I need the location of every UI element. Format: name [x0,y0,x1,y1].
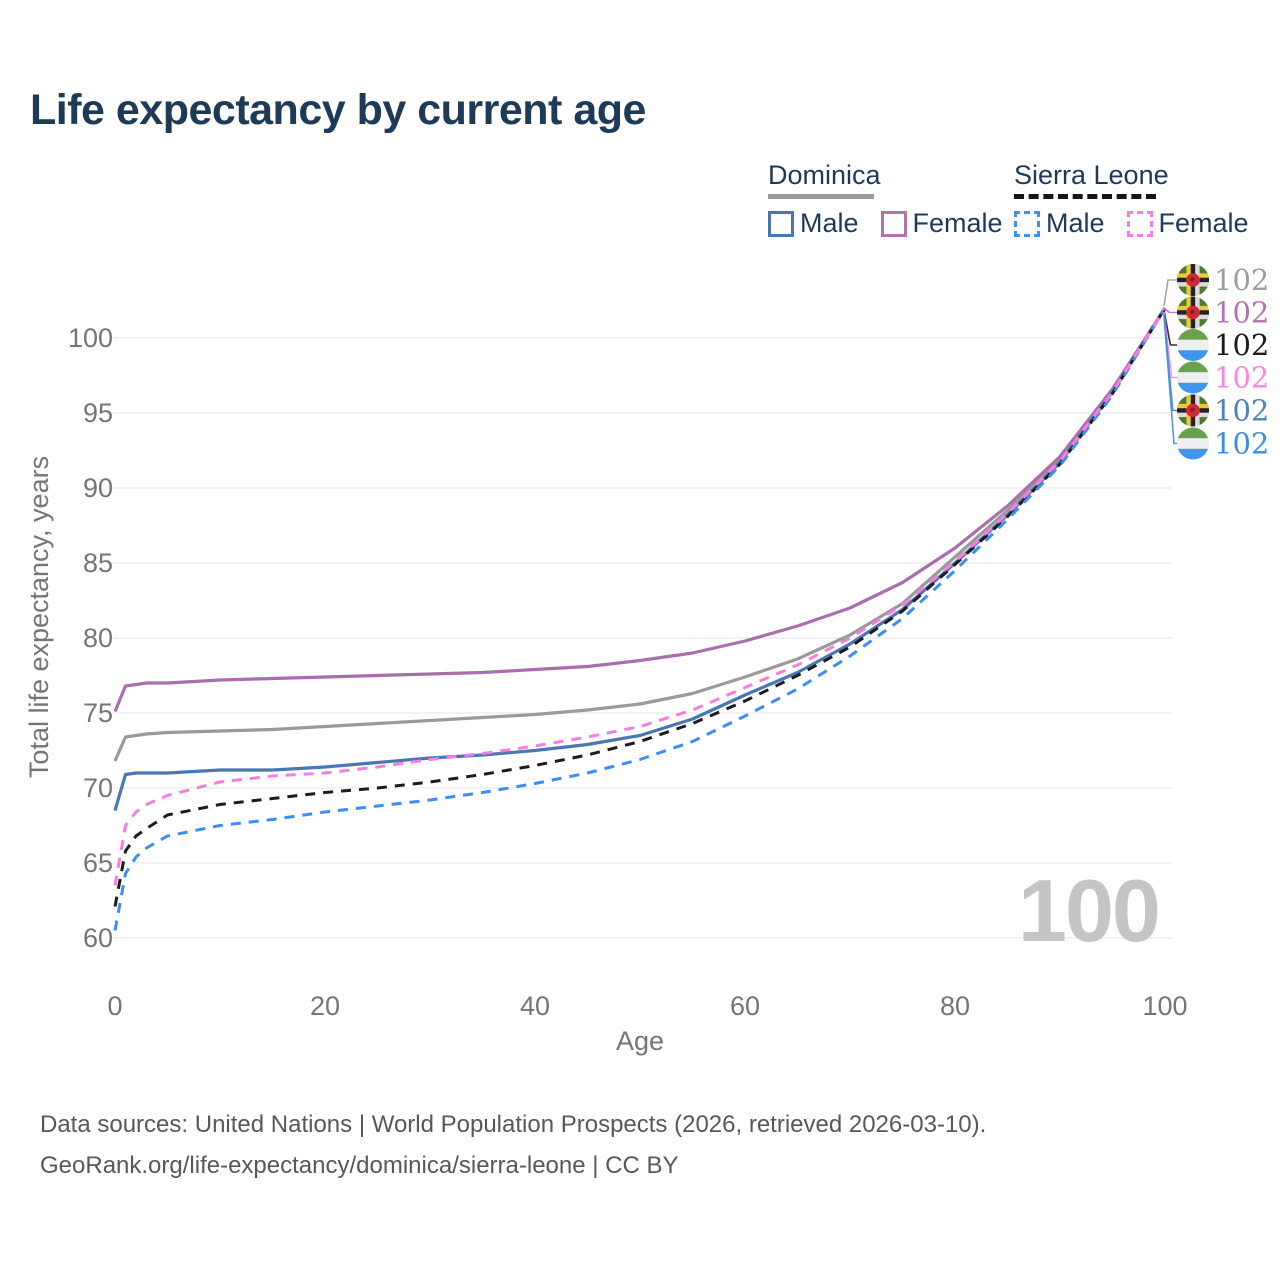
legend-label-sierra-leone-male: Male [1046,208,1105,238]
y-tick-label: 75 [83,698,113,728]
legend-swatch-dominica-male[interactable] [768,210,794,237]
legend-label-dominica-male: Male [800,208,859,238]
legend-label-sierra-leone-female: Female [1158,208,1249,238]
x-axis-title: Age [616,1026,664,1056]
legend-line-sample-dominica [768,194,874,199]
x-tick-label: 60 [730,991,760,1021]
y-tick-label: 95 [83,398,113,428]
legend-group-sierra-leone: Sierra Leone Male Female [1014,160,1271,239]
flag-icon-dominica[interactable] [1177,264,1209,296]
y-tick-label: 85 [83,548,113,578]
callout-value-label[interactable]: 102 [1214,394,1269,428]
callout-value-label[interactable]: 102 [1214,296,1269,330]
x-axis-tick-labels: 0 20 40 60 80 100 [107,991,1187,1021]
x-tick-label: 40 [520,991,550,1021]
y-tick-label: 60 [83,923,113,953]
legend-group-dominica: Dominica Male Female [768,160,1025,239]
y-tick-label: 90 [83,473,113,503]
flag-icon-sierra-leone[interactable] [1177,427,1209,460]
page-title: Life expectancy by current age [30,86,646,134]
y-tick-label: 100 [68,323,113,353]
y-axis-title: Total life expectancy, years [24,456,54,778]
y-tick-label: 70 [83,773,113,803]
leader-line [1163,309,1177,346]
legend-item-dominica-female[interactable]: Female [880,208,1003,239]
series-line-dominica-both-sexes-[interactable] [113,307,1167,762]
series-line-dominica-female[interactable] [113,307,1167,713]
footer-sources-line: Data sources: United Nations | World Pop… [40,1111,987,1138]
x-tick-label: 20 [310,991,340,1021]
footer-url-line: GeoRank.org/life-expectancy/dominica/sie… [40,1152,679,1179]
leader-line [1163,307,1177,314]
legend-swatch-sierra-leone-male[interactable] [1014,210,1040,237]
legend-label-dominica-female: Female [912,208,1003,238]
legend-title-sierra-leone[interactable]: Sierra Leone [1014,160,1169,190]
watermark-age-value: 100 [1018,861,1161,960]
flag-icon-sierra-leone[interactable] [1177,361,1209,394]
flag-icon-dominica[interactable] [1177,394,1209,427]
legend-item-sierra-leone-male[interactable]: Male [1014,208,1105,239]
y-axis-tick-labels: 60 65 70 75 80 85 90 95 100 [68,323,113,953]
x-tick-label: 80 [940,991,970,1021]
legend-title-dominica[interactable]: Dominica [768,160,881,190]
leader-line [1163,315,1177,445]
legend-swatch-sierra-leone-female[interactable] [1126,210,1153,237]
gridlines [113,337,1172,939]
legend-swatch-dominica-female[interactable] [880,210,907,237]
series-line-dominica-male[interactable] [113,307,1167,811]
callout-value-label[interactable]: 102 [1214,328,1269,362]
series-line-sierra-leone-both-sexes-[interactable] [113,307,1167,907]
x-tick-label: 100 [1142,991,1187,1021]
legend-line-sample-sierra-leone [1014,194,1156,199]
footer-attribution: Data sources: United Nations | World Pop… [40,1104,986,1186]
flag-icon-sierra-leone[interactable] [1177,329,1209,361]
callout-value-label[interactable]: 102 [1214,427,1269,461]
legend-item-sierra-leone-female[interactable]: Female [1126,208,1249,239]
callout-value-label[interactable]: 102 [1214,361,1269,395]
leader-line [1163,279,1177,307]
series-line-sierra-leone-male[interactable] [113,307,1167,931]
series-line-sierra-leone-female[interactable] [113,307,1167,886]
x-tick-label: 0 [107,991,122,1021]
series-lines [113,307,1167,931]
callout-value-label[interactable]: 102 [1214,263,1269,297]
flag-icon-dominica[interactable] [1177,296,1209,329]
y-tick-label: 65 [83,848,113,878]
y-tick-label: 80 [83,623,113,653]
legend-item-dominica-male[interactable]: Male [768,208,859,239]
